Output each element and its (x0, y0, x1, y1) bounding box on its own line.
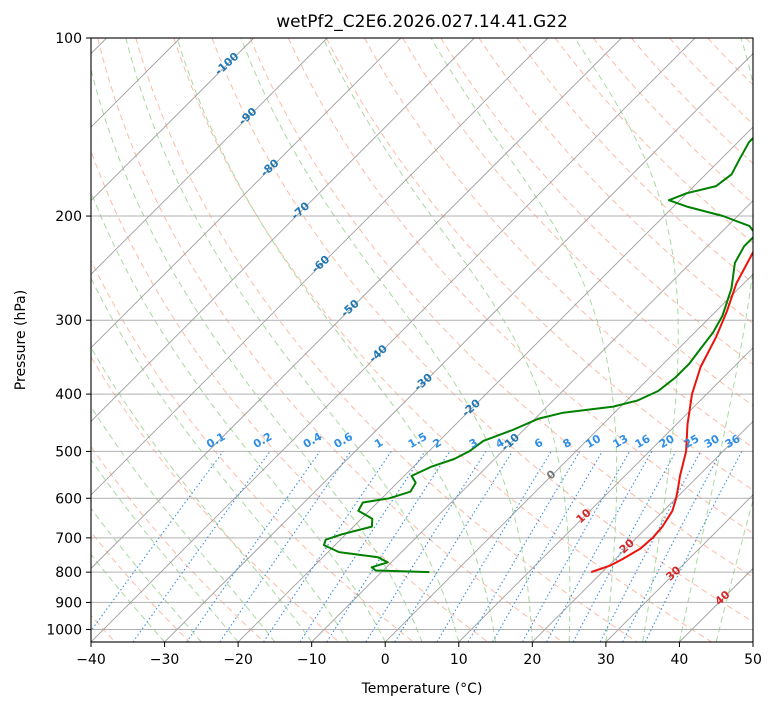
mixing-ratio-line (522, 451, 631, 642)
dry-adiabat-line (554, 38, 753, 244)
isotherm-line (91, 38, 549, 496)
mixing-ratio-line (299, 451, 426, 642)
x-tick-label: 50 (744, 652, 762, 668)
y-tick-label: 400 (55, 387, 82, 403)
dry-adiabat-line (91, 259, 414, 642)
isotherm-line (532, 420, 753, 642)
mixing-ratio-line (186, 451, 321, 642)
isotherm-line (384, 273, 753, 642)
dry-adiabat-line (287, 38, 753, 534)
isotherm-line (605, 494, 753, 642)
moist-adiabat-line (240, 38, 533, 642)
y-tick-label: 600 (55, 491, 82, 507)
y-tick-label: 900 (55, 595, 82, 611)
isotherm-grid (91, 38, 753, 642)
moist-adiabat-line (91, 553, 165, 642)
moist-adiabat-line (322, 38, 571, 642)
dry-adiabat-line (173, 38, 712, 642)
mixing-ratio-line (326, 451, 451, 642)
mixing-ratio-line (132, 451, 271, 642)
mixing-ratio-line (263, 451, 392, 642)
x-axis-label: Temperature (°C) (361, 681, 483, 697)
isotherm-line (91, 38, 254, 202)
isotherm-line (91, 38, 402, 349)
y-axis-label: Pressure (hPa) (13, 290, 29, 390)
y-axis: 100 200 300 400 500 600 700 800 900 1000 (46, 31, 91, 638)
moist-adiabat-line (91, 507, 202, 642)
isotherm-line (458, 347, 753, 642)
y-tick-label: 300 (55, 313, 82, 329)
mixing-ratio-line (91, 451, 224, 632)
x-tick-label: 20 (523, 652, 541, 668)
moist-adiabat-line (430, 38, 618, 642)
moist-adiabat-line (574, 38, 679, 642)
x-axis: −40 −30 −20 −10 0 10 20 30 40 50 (76, 642, 762, 668)
moist-adiabat-line (125, 38, 460, 642)
plot-frame (90, 37, 754, 643)
isotherm-line (91, 38, 696, 642)
dry-adiabat-line (592, 38, 753, 204)
dry-adiabat-line (211, 38, 753, 623)
dry-adiabat-line (91, 355, 340, 642)
x-tick-label: −20 (223, 652, 253, 668)
dry-adiabats (91, 38, 753, 642)
moist-adiabat-line (678, 38, 753, 642)
isotherm-line (164, 52, 753, 642)
plot-area: 0.1 0.2 0.4 0.6 1 1.5 2 3 4 6 8 10 13 16 20 25 30 36-100-… (91, 38, 753, 642)
isotherm-line (311, 200, 753, 642)
isotherm-line (91, 38, 475, 422)
dry-adiabat-line (325, 38, 753, 491)
y-tick-label: 100 (55, 31, 82, 47)
mixing-ratio-line (394, 451, 513, 642)
mixing-ratio-line (219, 451, 352, 642)
dry-adiabat-line (97, 38, 563, 642)
x-tick-label: 30 (597, 652, 615, 668)
isotherm-line (91, 38, 328, 275)
mixing-ratio-line (546, 451, 653, 642)
moist-adiabat-line (91, 405, 276, 642)
x-tick-label: −30 (150, 652, 180, 668)
dry-adiabat-line (402, 38, 753, 407)
x-tick-label: 10 (450, 652, 468, 668)
moist-adiabat-line (176, 38, 497, 642)
x-tick-label: 40 (671, 652, 689, 668)
moist-adiabat-line (91, 458, 239, 642)
dry-adiabat-line (91, 149, 489, 642)
x-tick-label: −40 (76, 652, 106, 668)
dewpoint-trace (323, 136, 753, 574)
isotherm-line (91, 38, 622, 570)
y-tick-label: 1000 (46, 622, 82, 638)
x-tick-label: 0 (381, 652, 390, 668)
y-tick-label: 500 (55, 444, 82, 460)
y-tick-label: 800 (55, 565, 82, 581)
temperature-trace (590, 250, 753, 574)
x-tick-label: −10 (297, 652, 327, 668)
dry-adiabat-line (440, 38, 753, 366)
moist-adiabat-line (715, 498, 753, 642)
dry-adiabat-line (364, 38, 753, 449)
sounding-series (323, 136, 753, 574)
dry-adiabat-line (135, 38, 638, 642)
mixing-ratio-line (644, 451, 743, 642)
y-tick-label: 200 (55, 209, 82, 225)
moist-adiabat-line (91, 277, 349, 642)
chart-title: wetPf2_C2E6.2026.027.14.41.G22 (276, 12, 568, 32)
isotherm-line (237, 126, 753, 642)
y-tick-label: 700 (55, 531, 82, 547)
moist-adiabat-line (91, 190, 386, 642)
moist-adiabat-line (91, 67, 423, 642)
